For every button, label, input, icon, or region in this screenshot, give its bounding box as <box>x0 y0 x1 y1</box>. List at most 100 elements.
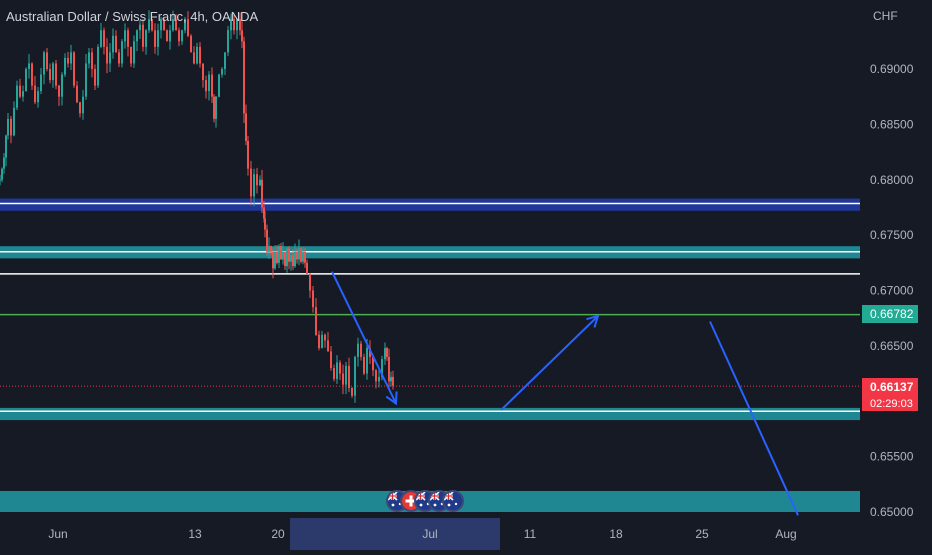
x-tick-label: Jun <box>48 527 67 541</box>
y-tick-label: 0.66500 <box>870 339 914 353</box>
candle-body <box>13 107 15 136</box>
australia-flag-icon[interactable] <box>442 490 464 512</box>
candle-body <box>130 46 132 64</box>
candle-body <box>342 373 344 385</box>
candle-body <box>243 41 245 114</box>
candle-body <box>261 179 263 208</box>
candle-body <box>10 118 12 136</box>
x-tick-label: 25 <box>695 527 709 541</box>
candle-body <box>366 348 368 374</box>
candle-body <box>91 52 93 69</box>
candle-body <box>280 246 282 260</box>
candle-body <box>205 80 207 92</box>
candle-body <box>296 251 298 260</box>
candle-body <box>390 376 392 382</box>
candle-body <box>224 52 226 69</box>
candle-body <box>115 35 117 53</box>
candle-body <box>321 334 323 349</box>
candle-body <box>163 19 165 31</box>
candle-body <box>157 30 159 47</box>
candle-body <box>64 57 66 75</box>
candle-body <box>241 30 243 42</box>
candle-body <box>46 52 48 69</box>
candle-body <box>208 74 210 92</box>
candle-body <box>278 246 280 263</box>
candle-body <box>5 135 7 158</box>
candle-body <box>160 19 162 31</box>
arrow-head <box>586 314 600 328</box>
level-price-label: 0.66782 <box>870 307 914 321</box>
y-tick-label: 0.65000 <box>870 505 914 519</box>
y-tick-label: 0.67500 <box>870 228 914 242</box>
candle-body <box>266 229 268 252</box>
x-tick-label: Aug <box>775 527 796 541</box>
candle-body <box>245 113 247 141</box>
candle-body <box>272 251 274 269</box>
candle-body <box>22 91 24 97</box>
candle-body <box>286 248 288 267</box>
candle-body <box>190 35 192 53</box>
candle-body <box>236 19 238 31</box>
x-tick-labels: Jun 13 20 Jul 11 18 25 Aug <box>48 527 796 541</box>
candle-body <box>330 351 332 369</box>
candle-body <box>181 30 183 42</box>
candle-body <box>386 348 388 357</box>
candle-body <box>227 30 229 53</box>
candle-body <box>259 179 261 186</box>
candle-body <box>3 157 5 169</box>
candle-body <box>239 19 241 31</box>
candle-body <box>184 19 186 31</box>
level-price-badge <box>862 305 918 323</box>
candle-body <box>109 52 111 64</box>
y-tick-label: 0.68000 <box>870 173 914 187</box>
candle-body <box>94 69 96 86</box>
candle-body <box>294 251 296 267</box>
price-axis-panel[interactable] <box>860 0 932 550</box>
candle-body <box>76 85 78 103</box>
zones-layer <box>0 198 860 512</box>
candle-body <box>339 362 341 374</box>
candle-body <box>263 207 265 219</box>
candle-body <box>70 52 72 64</box>
x-tick-label: 13 <box>188 527 202 541</box>
candle-body <box>381 359 383 377</box>
trend-line <box>709 321 799 516</box>
candle-body <box>351 387 353 396</box>
candle-body <box>348 365 350 388</box>
candle-body <box>315 307 317 335</box>
candle-body <box>392 376 394 386</box>
candle-body <box>276 251 278 263</box>
candle-body <box>112 35 114 53</box>
event-flags[interactable] <box>386 490 466 516</box>
price-badges: 0.66782 0.66137 02:29:03 <box>862 305 918 411</box>
candle-body <box>304 251 306 263</box>
candle-body <box>85 63 87 97</box>
candle-body <box>166 30 168 42</box>
zone-band <box>0 407 860 421</box>
candle-body <box>298 248 300 260</box>
candle-body <box>388 356 390 382</box>
candle-body <box>256 174 258 186</box>
candle-body <box>106 46 108 64</box>
candle-body <box>16 85 18 108</box>
candle-body <box>300 248 302 262</box>
candle-body <box>324 334 326 341</box>
candle-body <box>357 343 359 357</box>
candle-body <box>345 365 347 385</box>
candle-body <box>369 348 371 357</box>
candle-body <box>178 30 180 42</box>
candle-body <box>211 74 213 97</box>
y-tick-labels: 0.650000.655000.660000.665000.670000.675… <box>870 62 914 519</box>
candle-body <box>230 19 232 31</box>
candle-body <box>28 63 30 69</box>
candle-body <box>127 30 129 47</box>
candle-body <box>124 30 126 42</box>
candle-body <box>333 368 335 380</box>
candle-body <box>25 69 27 92</box>
candle-body <box>247 140 249 169</box>
candle-body <box>253 174 255 197</box>
candle-body <box>221 69 223 75</box>
candle-body <box>169 30 171 42</box>
trend-arrow <box>500 315 599 411</box>
